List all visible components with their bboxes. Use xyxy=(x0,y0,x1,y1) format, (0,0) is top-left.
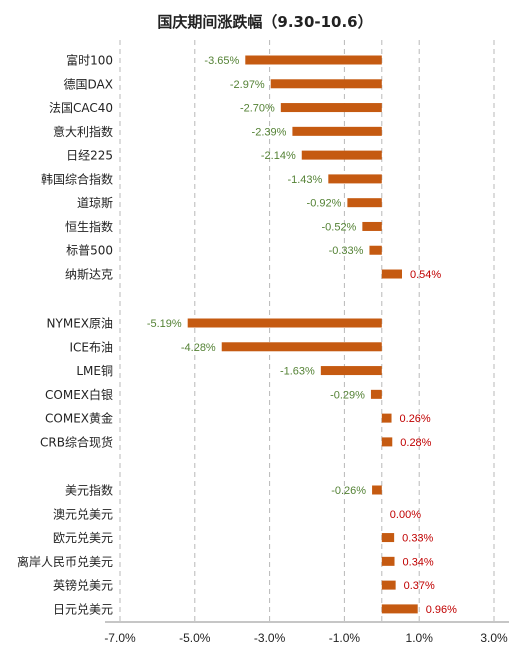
category-label: 韩国综合指数 xyxy=(41,171,113,186)
data-label: 0.34% xyxy=(403,556,434,568)
data-label: 0.28% xyxy=(400,437,431,449)
bar xyxy=(245,55,382,65)
data-label: 0.26% xyxy=(400,413,431,425)
data-label: -0.33% xyxy=(329,245,364,257)
category-label: ICE布油 xyxy=(69,340,113,354)
category-label: 美元指数 xyxy=(65,483,113,498)
category-label: LME铜 xyxy=(76,363,113,378)
category-label: 欧元兑美元 xyxy=(53,531,113,545)
bar xyxy=(187,318,382,328)
category-label: 道琼斯 xyxy=(77,195,113,210)
chart-title: 国庆期间涨跌幅（9.30-10.6） xyxy=(157,13,372,31)
x-tick-label: -1.0% xyxy=(329,631,361,645)
bar xyxy=(362,221,382,231)
category-label: 意大利指数 xyxy=(53,124,113,139)
data-label: 0.00% xyxy=(390,509,421,521)
bar xyxy=(320,366,382,376)
x-axis: -7.0% -5.0% -3.0% -1.0% 1.0% 3.0% xyxy=(104,621,509,645)
category-label: 日经225 xyxy=(66,149,113,163)
category-label: 纳斯达克 xyxy=(65,268,113,282)
category-label: 德国DAX xyxy=(64,76,113,91)
bar xyxy=(280,103,382,113)
x-tick-label: -7.0% xyxy=(104,631,136,645)
data-labels: -3.65% -2.97% -2.70% -2.39% -2.14% -1.43% -0.9… xyxy=(147,55,457,616)
category-label: NYMEX原油 xyxy=(47,317,113,331)
bar xyxy=(381,580,396,590)
category-label: 英镑兑美元 xyxy=(53,578,113,593)
data-label: 0.54% xyxy=(410,269,441,281)
bar xyxy=(372,485,382,495)
data-label: -4.28% xyxy=(181,342,216,354)
data-label: -2.14% xyxy=(261,150,296,162)
bar xyxy=(347,198,382,208)
bar xyxy=(381,556,395,566)
data-label: 0.96% xyxy=(426,604,457,616)
category-label: 标普500 xyxy=(66,244,113,258)
data-label: -2.70% xyxy=(240,103,275,115)
bars xyxy=(187,55,418,614)
bar xyxy=(381,437,393,447)
x-tick-label: -3.0% xyxy=(254,631,286,645)
data-label: -1.63% xyxy=(280,366,315,378)
category-label: 法国CAC40 xyxy=(49,101,113,115)
bar xyxy=(381,604,418,614)
bar xyxy=(292,126,382,136)
category-label: COMEX黄金 xyxy=(45,411,113,426)
category-label: COMEX白银 xyxy=(45,387,113,402)
category-label: CRB综合现货 xyxy=(40,434,113,449)
data-label: -1.43% xyxy=(287,174,322,186)
bar xyxy=(381,413,392,423)
data-label: -0.26% xyxy=(331,485,366,497)
bar xyxy=(270,79,382,89)
category-label: 日元兑美元 xyxy=(53,602,113,616)
data-label: -0.52% xyxy=(321,221,356,233)
bar xyxy=(381,269,402,279)
bar xyxy=(381,533,395,543)
category-label: 离岸人民币兑美元 xyxy=(17,554,113,569)
x-tick-label: 3.0% xyxy=(480,631,508,645)
x-tick-label: 1.0% xyxy=(406,631,434,645)
bar xyxy=(328,174,382,184)
data-label: -3.65% xyxy=(204,55,239,67)
data-label: -5.19% xyxy=(147,318,182,330)
data-label: -2.97% xyxy=(230,79,265,91)
category-label: 恒生指数 xyxy=(65,219,113,234)
x-tick-label: -5.0% xyxy=(179,631,211,645)
category-label: 富时100 xyxy=(66,53,113,68)
data-label: -2.39% xyxy=(252,126,287,138)
gridlines xyxy=(119,40,495,622)
bar xyxy=(221,342,382,352)
data-label: 0.37% xyxy=(404,580,435,592)
data-label: -0.29% xyxy=(330,389,365,401)
category-label: 澳元兑美元 xyxy=(53,507,113,521)
data-label: 0.33% xyxy=(402,533,433,545)
bar xyxy=(301,150,382,160)
bar xyxy=(369,245,382,255)
data-label: -0.92% xyxy=(307,198,342,210)
bar xyxy=(370,389,382,399)
